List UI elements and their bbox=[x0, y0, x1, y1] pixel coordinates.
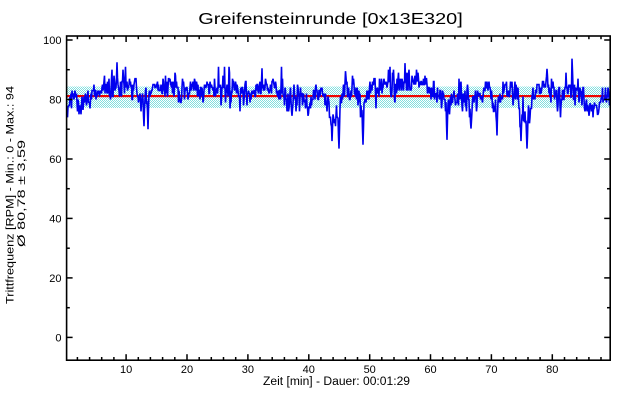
svg-text:60: 60 bbox=[49, 154, 61, 166]
svg-text:80: 80 bbox=[546, 364, 558, 376]
svg-text:Greifensteinrunde [0x13E320]: Greifensteinrunde [0x13E320] bbox=[198, 11, 463, 28]
svg-text:Ø 80,78 ± 3,59: Ø 80,78 ± 3,59 bbox=[16, 140, 28, 247]
svg-text:Zeit [min] - Dauer: 00:01:29: Zeit [min] - Dauer: 00:01:29 bbox=[263, 376, 410, 388]
svg-text:20: 20 bbox=[181, 364, 193, 376]
svg-text:100: 100 bbox=[43, 35, 61, 47]
svg-text:40: 40 bbox=[303, 364, 315, 376]
svg-text:40: 40 bbox=[49, 213, 61, 225]
svg-text:60: 60 bbox=[424, 364, 436, 376]
svg-text:0: 0 bbox=[55, 332, 61, 344]
svg-text:20: 20 bbox=[49, 273, 61, 285]
svg-text:10: 10 bbox=[120, 364, 132, 376]
svg-text:50: 50 bbox=[364, 364, 376, 376]
svg-text:Trittfrequenz [RPM] - Min.: 0: Trittfrequenz [RPM] - Min.: 0 - Max.: 94 bbox=[5, 86, 17, 304]
svg-text:80: 80 bbox=[49, 94, 61, 106]
svg-text:30: 30 bbox=[242, 364, 254, 376]
svg-text:70: 70 bbox=[485, 364, 497, 376]
